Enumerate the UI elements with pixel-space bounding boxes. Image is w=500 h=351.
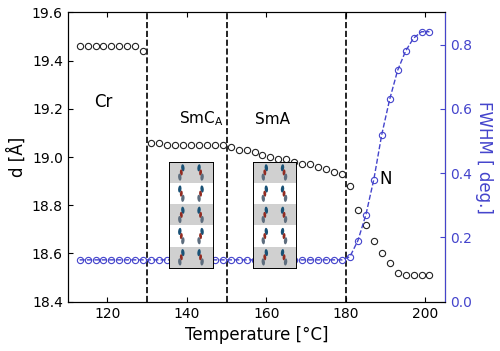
Ellipse shape [178, 228, 182, 235]
Ellipse shape [180, 212, 183, 218]
Ellipse shape [264, 228, 268, 235]
Ellipse shape [281, 228, 284, 235]
Text: N: N [380, 170, 392, 188]
Ellipse shape [181, 195, 184, 202]
Ellipse shape [200, 258, 204, 265]
Ellipse shape [181, 237, 184, 244]
Ellipse shape [178, 174, 182, 181]
Ellipse shape [264, 170, 266, 176]
Bar [252, 162, 296, 183]
Ellipse shape [281, 249, 284, 256]
Ellipse shape [181, 164, 184, 171]
Bar [169, 225, 213, 247]
Ellipse shape [282, 191, 286, 197]
Ellipse shape [284, 237, 288, 244]
Ellipse shape [282, 233, 286, 239]
Ellipse shape [264, 164, 268, 171]
Ellipse shape [199, 254, 202, 260]
Bar [252, 225, 296, 247]
Ellipse shape [264, 191, 266, 197]
Y-axis label: FWHM [ deg.]: FWHM [ deg.] [475, 101, 493, 213]
Ellipse shape [281, 164, 284, 171]
Ellipse shape [198, 207, 200, 214]
Ellipse shape [284, 216, 288, 223]
Ellipse shape [178, 185, 182, 193]
Ellipse shape [264, 185, 268, 193]
Bar [252, 204, 296, 225]
Text: SmA: SmA [254, 112, 290, 127]
Ellipse shape [180, 233, 183, 239]
Text: SmC$_\mathregular{A}$: SmC$_\mathregular{A}$ [179, 109, 224, 128]
Ellipse shape [180, 191, 183, 197]
Ellipse shape [198, 195, 200, 202]
Ellipse shape [282, 254, 286, 260]
Ellipse shape [200, 174, 204, 181]
Ellipse shape [180, 254, 183, 260]
Bar [169, 162, 213, 183]
Ellipse shape [264, 233, 266, 239]
Ellipse shape [199, 212, 202, 218]
Ellipse shape [181, 249, 184, 256]
Ellipse shape [262, 216, 265, 223]
Ellipse shape [281, 185, 284, 193]
Bar [169, 183, 213, 204]
Ellipse shape [282, 170, 286, 176]
Ellipse shape [264, 254, 266, 260]
Ellipse shape [200, 228, 204, 235]
Ellipse shape [262, 237, 265, 244]
Ellipse shape [198, 249, 200, 256]
Ellipse shape [178, 258, 182, 265]
Ellipse shape [284, 174, 288, 181]
Bar [169, 204, 213, 225]
Ellipse shape [281, 207, 284, 214]
Ellipse shape [198, 164, 200, 171]
Ellipse shape [262, 258, 265, 265]
Ellipse shape [178, 216, 182, 223]
Y-axis label: d [Å]: d [Å] [7, 137, 26, 177]
Ellipse shape [264, 249, 268, 256]
Bar [169, 247, 213, 268]
Ellipse shape [198, 237, 200, 244]
Ellipse shape [264, 212, 266, 218]
Ellipse shape [199, 191, 202, 197]
Ellipse shape [180, 170, 183, 176]
Ellipse shape [200, 185, 204, 193]
Bar [252, 247, 296, 268]
Ellipse shape [284, 258, 288, 265]
Ellipse shape [282, 212, 286, 218]
X-axis label: Temperature [°C]: Temperature [°C] [185, 326, 328, 344]
Bar [252, 183, 296, 204]
Ellipse shape [264, 207, 268, 214]
Ellipse shape [199, 233, 202, 239]
Ellipse shape [200, 216, 204, 223]
Ellipse shape [262, 174, 265, 181]
Ellipse shape [181, 207, 184, 214]
Ellipse shape [262, 195, 265, 202]
Ellipse shape [284, 195, 288, 202]
Text: Cr: Cr [94, 93, 112, 111]
Ellipse shape [199, 170, 202, 176]
